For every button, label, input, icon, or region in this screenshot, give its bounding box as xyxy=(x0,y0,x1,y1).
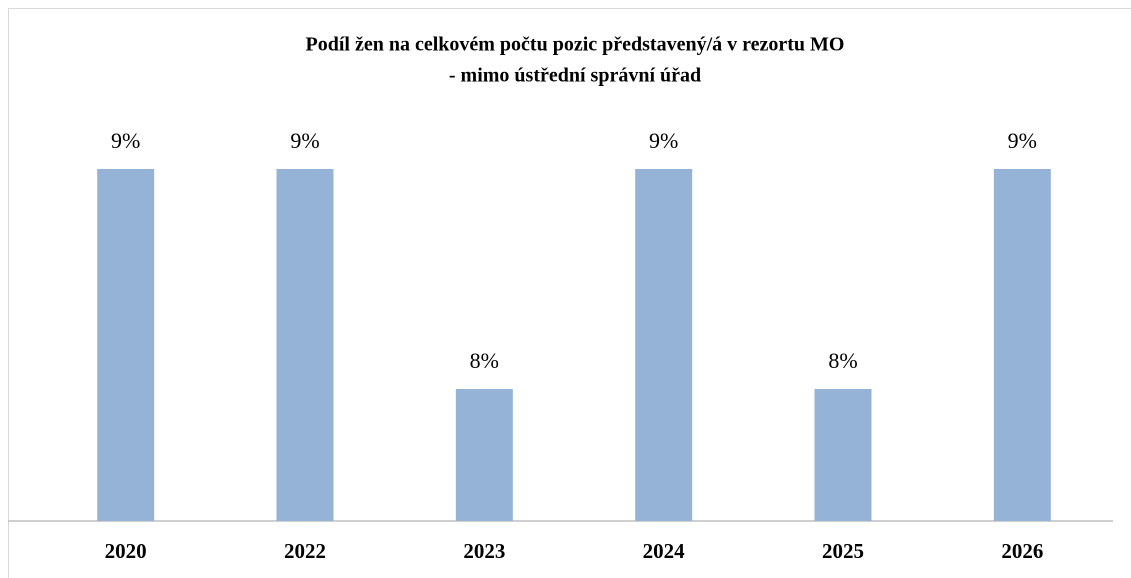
bar xyxy=(276,169,334,521)
chart-frame xyxy=(8,8,1131,578)
chart-title: Podíl žen na celkovém počtu pozic předst… xyxy=(305,34,844,56)
chart-subtitle: - mimo ústřední správní úřad xyxy=(449,65,701,87)
data-label: 8% xyxy=(828,348,857,373)
data-label: 9% xyxy=(1008,128,1037,153)
bar xyxy=(814,389,872,521)
data-label: 9% xyxy=(290,128,319,153)
x-tick-label: 2020 xyxy=(105,539,147,563)
data-label: 9% xyxy=(111,128,140,153)
data-label: 8% xyxy=(470,348,499,373)
x-tick-label: 2026 xyxy=(1001,539,1043,563)
x-tick-label: 2023 xyxy=(463,539,505,563)
x-tick-label: 2025 xyxy=(822,539,864,563)
bar xyxy=(455,389,513,521)
data-label: 9% xyxy=(649,128,678,153)
x-tick-label: 2022 xyxy=(284,539,326,563)
x-tick-label: 2024 xyxy=(643,539,686,563)
bar xyxy=(97,169,155,521)
bar xyxy=(993,169,1051,521)
bar xyxy=(635,169,693,521)
